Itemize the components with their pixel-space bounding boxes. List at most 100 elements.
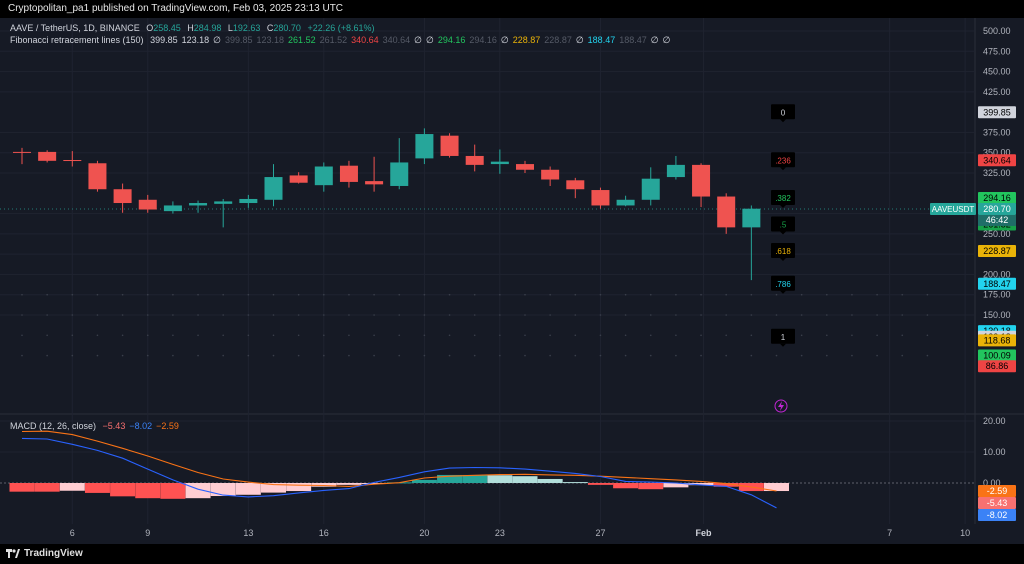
fib-legend-value: 123.18 [181,35,210,45]
fib-ratio-box [771,190,795,206]
footer-bar [0,544,1024,564]
fib-legend-value: 228.87 [544,35,572,45]
grid-dot [121,334,124,337]
price-tick-label: 325.00 [983,168,1011,178]
grid-dot [624,314,627,316]
candle [163,205,182,212]
grid-dot [448,293,451,296]
grid-dot [348,334,350,337]
candle [365,181,384,185]
grid-dot [323,314,325,316]
grid-dot [121,314,124,316]
candle [591,190,610,206]
grid-dot [926,293,929,296]
grid-dot [448,354,451,357]
grid-dot [272,334,275,337]
time-tick-label: Feb [696,528,713,538]
grid-dot [826,334,828,337]
price-tag: 340.64 [978,154,1016,167]
grid-dot [800,354,803,357]
grid-dot [851,293,853,296]
macd-legend-value: −5.43 [102,421,126,431]
macd-value-tag: -2.59 [978,485,1016,497]
grid-dot [649,334,652,337]
time-tick-label: 6 [70,528,75,538]
grid-dot [675,334,677,337]
macd-histogram-bar [663,483,689,488]
grid-dot [775,354,778,357]
fib-ratio-label: 1 [771,328,795,347]
price-tag-text: 100.09 [983,350,1011,360]
grid-dot [197,314,199,316]
grid-dot [499,354,501,357]
fib-legend-value: ∅ [575,35,584,45]
fib-ratio-pointer [780,167,786,171]
grid-dot [71,354,74,357]
candle [289,175,308,183]
time-tick-label: 16 [319,528,329,538]
grid-dot [876,314,878,316]
price-tag-text: 399.85 [983,107,1011,117]
fib-ratio-box [771,152,795,168]
macd-histogram-bar [764,483,789,492]
close-value: 280.70 [273,23,301,33]
grid-dot [549,293,551,296]
grid-dot [926,354,929,357]
grid-dot [499,293,501,296]
grid-dot [901,314,904,316]
macd-histogram-bar [638,483,664,490]
candle [490,161,509,165]
grid-dot [423,293,426,296]
macd-title: MACD (12, 26, close) [10,421,97,431]
candle [13,151,31,153]
grid-dot [373,334,375,337]
macd-histogram-bar [110,483,136,497]
candle [63,160,82,162]
grid-dot [926,314,929,316]
grid-dot [71,314,74,316]
fib-ratio-box [771,243,795,259]
macd-histogram-bar [261,483,286,493]
grid-dot [323,354,325,357]
grid-dot [800,314,803,316]
macd-line [21,437,777,509]
grid-dot [750,354,753,357]
grid-dot [297,293,300,296]
fib-legend-value: ∅ [426,35,434,45]
candle [717,196,736,228]
price-pane [0,18,1024,413]
symbol-legend: AAVE / TetherUS, 1D, BINANCE O258.45 H28… [10,23,379,33]
grid-dot [901,293,904,296]
grid-dot [926,334,929,337]
grid-dot [197,354,199,357]
grid-dot [146,334,149,337]
grid-dot [675,354,677,357]
tradingview-logo[interactable]: TradingView [6,548,83,559]
candle [339,165,358,182]
price-tick-label: 450.00 [983,67,1011,77]
price-tick-label: 250.00 [983,229,1011,239]
macd-histogram-bar [462,474,488,483]
macd-values: −5.43 −8.02 −2.59 [103,421,183,431]
macd-tick-label: 10.00 [983,447,1006,457]
fib-ratio-pointer [780,231,786,235]
grid-dot [71,334,74,337]
grid-dot [826,293,828,296]
grid-dot [549,334,551,337]
grid-dot [423,354,426,357]
grid-dot [222,314,224,316]
grid-dot [700,293,702,296]
grid-dot [398,334,401,337]
grid-dot [197,334,199,337]
price-tick-label: 475.00 [983,46,1011,56]
grid-dot [46,293,48,296]
macd-histogram-bar [9,483,35,492]
macd-histogram-bar [210,483,236,497]
fib-legend-value: 261.52 [319,35,348,45]
fib-ratio-label: 0 [771,104,795,123]
lightning-circle [774,399,788,413]
grid-dot [121,293,124,296]
candle [314,166,333,186]
grid-dot [46,314,48,316]
